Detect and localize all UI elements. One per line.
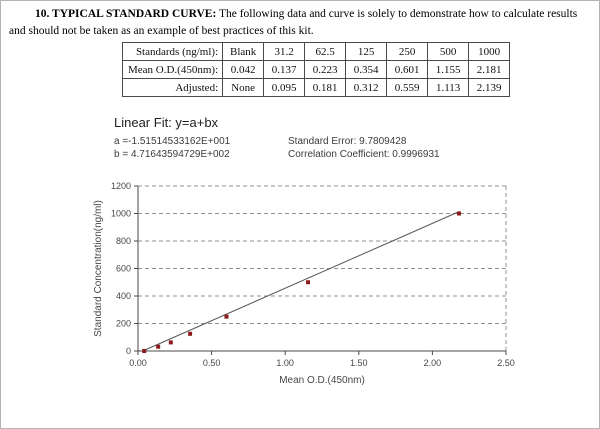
table-cell: 2.139	[468, 78, 511, 97]
standard-curve-chart: 0.00 0.50 1.00 1.50 2.00 2.50 0 200 400 600 800 100…	[87, 173, 559, 414]
y-tick-label: 800	[116, 236, 131, 246]
row-label: Standards (ng/ml):	[121, 42, 224, 61]
y-tick-label: 200	[116, 319, 131, 329]
x-tick-label: 1.00	[276, 358, 294, 368]
y-tick-label: 0	[126, 346, 131, 356]
table-cell: 0.095	[263, 78, 306, 97]
data-point	[156, 344, 161, 349]
fit-correlation-coefficient: Correlation Coefficient: 0.9996931	[288, 149, 440, 160]
table-cell: 2.181	[468, 60, 511, 79]
table-cell: 125	[345, 42, 388, 61]
standards-table-body: Standards (ng/ml): Blank 31.2 62.5 125 2…	[121, 42, 511, 97]
table-cell: 0.601	[386, 60, 429, 79]
table-cell: 250	[386, 42, 429, 61]
table-cell: 62.5	[304, 42, 347, 61]
table-cell: 31.2	[263, 42, 306, 61]
x-tick-label: 2.00	[424, 358, 442, 368]
table-row-standards: Standards (ng/ml): Blank 31.2 62.5 125 2…	[121, 42, 511, 61]
x-axis-label: Mean O.D.(450nm)	[279, 375, 365, 386]
x-tick-label: 2.50	[497, 358, 515, 368]
data-point	[457, 211, 462, 216]
table-cell: 0.354	[345, 60, 388, 79]
y-tick-label: 600	[116, 264, 131, 274]
table-cell: 0.223	[304, 60, 347, 79]
table-cell: 0.312	[345, 78, 388, 97]
y-axis-label: Standard Concentration(ng/ml)	[93, 200, 104, 337]
table-row-adjusted: Adjusted: None 0.095 0.181 0.312 0.559 1…	[121, 78, 511, 97]
table-cell: 500	[427, 42, 470, 61]
y-tick-label: 400	[116, 291, 131, 301]
section-title: 10. TYPICAL STANDARD CURVE:	[35, 8, 217, 20]
x-tick-label: 0.50	[203, 358, 221, 368]
y-tick-label: 1200	[111, 181, 131, 191]
table-cell: 0.137	[263, 60, 306, 79]
row-label: Mean O.D.(450nm):	[121, 60, 224, 79]
linear-fit-params: a =-1.51514533162E+001 Standard Error: 9…	[114, 136, 440, 160]
table-cell: 1000	[468, 42, 511, 61]
fit-param-b: b = 4.71643594729E+002	[114, 149, 230, 160]
data-point	[188, 331, 193, 336]
data-point	[168, 340, 173, 345]
data-point	[306, 280, 311, 285]
standards-table: Standards (ng/ml): Blank 31.2 62.5 125 2…	[121, 42, 511, 97]
table-cell: Blank	[222, 42, 265, 61]
chart-canvas: 0.00 0.50 1.00 1.50 2.00 2.50 0 200 400 600 800 100…	[93, 181, 515, 386]
table-cell: 1.155	[427, 60, 470, 79]
linear-fit-block: Linear Fit: y=a+bx a =-1.51514533162E+00…	[114, 115, 440, 160]
section-heading: 10. TYPICAL STANDARD CURVE: The followin…	[9, 6, 595, 40]
table-row-mean-od: Mean O.D.(450nm): 0.042 0.137 0.223 0.35…	[121, 60, 511, 79]
table-cell: 0.181	[304, 78, 347, 97]
data-point	[224, 314, 229, 319]
linear-fit-title: Linear Fit: y=a+bx	[114, 115, 219, 130]
section-text: The following data and curve is solely t…	[9, 8, 578, 37]
x-tick-label: 1.50	[350, 358, 368, 368]
table-cell: 1.113	[427, 78, 470, 97]
y-tick-label: 1000	[111, 209, 131, 219]
fit-standard-error: Standard Error: 9.7809428	[288, 136, 407, 147]
table-cell: 0.042	[222, 60, 265, 79]
fit-line	[143, 211, 460, 351]
table-cell: 0.559	[386, 78, 429, 97]
row-label: Adjusted:	[121, 78, 224, 97]
table-cell: None	[222, 78, 265, 97]
fit-param-a: a =-1.51514533162E+001	[114, 136, 231, 147]
data-point	[142, 349, 147, 353]
x-tick-label: 0.00	[129, 358, 147, 368]
